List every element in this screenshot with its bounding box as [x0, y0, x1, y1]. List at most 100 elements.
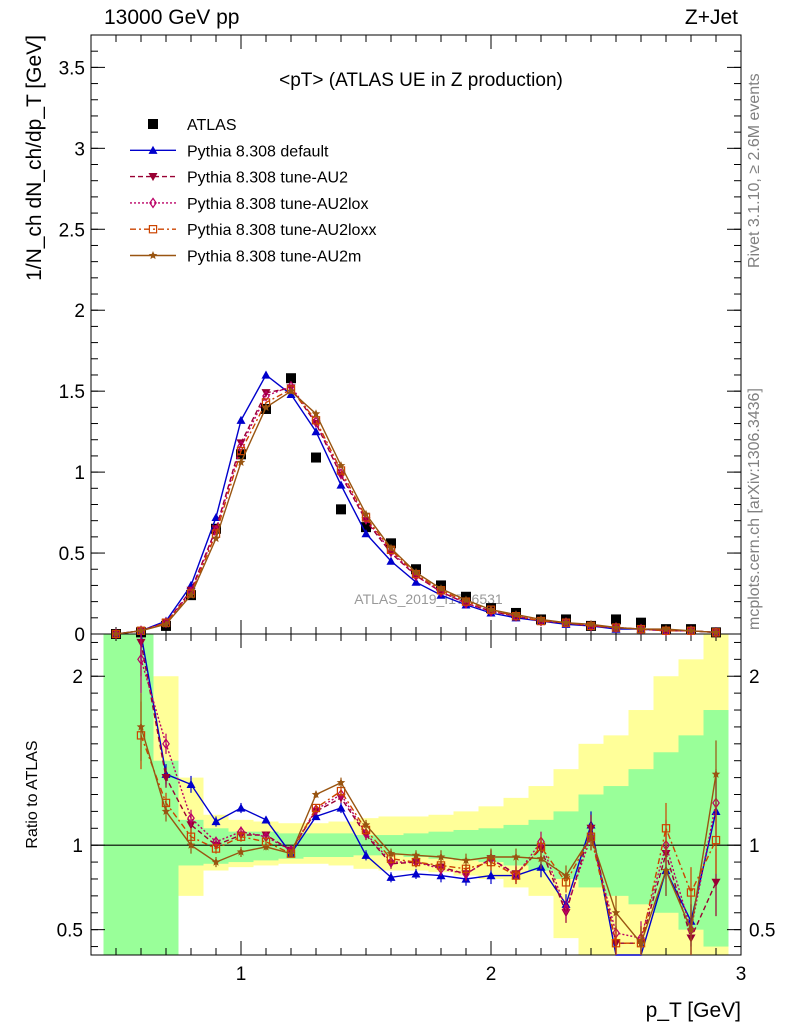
- ratio-point: [486, 871, 496, 880]
- legend-label: Pythia 8.308 default: [187, 143, 329, 160]
- data-point: [361, 509, 371, 518]
- data-point: [611, 614, 621, 625]
- data-point: [286, 373, 296, 384]
- ratio-point: [211, 857, 221, 866]
- main-y-axis: 0 0.5 1 1.5 2 2.5 3 3.5: [59, 34, 741, 646]
- ratio-point: [536, 854, 546, 863]
- legend-marker: [148, 251, 158, 260]
- green-band-bin: [153, 760, 179, 955]
- ratio-point: [636, 938, 646, 947]
- series-5: [111, 386, 721, 638]
- data-point: [386, 543, 396, 552]
- ratio-point: [686, 925, 696, 934]
- main-series: [111, 370, 721, 640]
- ratio-y-tick-label-right: 0.5: [749, 921, 775, 942]
- ratio-point: [411, 850, 421, 859]
- legend-entry: Pythia 8.308 default: [130, 143, 329, 160]
- y-tick-label: 3: [74, 139, 85, 160]
- ratio-y-tick-label: 2: [72, 667, 83, 688]
- ratio-line: [140, 659, 717, 939]
- y-tick-label: 1.5: [59, 382, 85, 403]
- ratio-point: [136, 722, 146, 731]
- ratio-series: [136, 633, 721, 956]
- data-point: [261, 370, 271, 379]
- ratio-point: [511, 871, 521, 880]
- legend-entry: ATLAS: [148, 117, 237, 134]
- ratio-point: [186, 840, 196, 849]
- ratio-y-axis-label: Ratio to ATLAS: [24, 740, 41, 848]
- ratio-point: [461, 855, 471, 864]
- data-point: [211, 525, 221, 534]
- ratio-point: [611, 938, 621, 948]
- data-point: [711, 627, 721, 636]
- ratio-point: [661, 866, 671, 875]
- header-right: Z+Jet: [684, 6, 738, 29]
- ratio-point: [437, 863, 445, 875]
- green-band-bin: [103, 634, 129, 955]
- ratio-point: [361, 850, 371, 859]
- legend: ATLAS Pythia 8.308 default Pythia 8.308 tu…: [130, 117, 376, 266]
- ratio-point: [337, 788, 345, 801]
- data-point: [311, 452, 321, 463]
- data-point: [386, 538, 396, 549]
- green-band-bin: [603, 786, 629, 896]
- ratio-point: [586, 832, 596, 841]
- main-plot-title: <pT> (ATLAS UE in Z production): [279, 70, 563, 91]
- data-point: [636, 617, 646, 628]
- ratio-point: [211, 844, 221, 853]
- legend-label: Pythia 8.308 tune-AU2lox: [187, 196, 368, 213]
- ratio-point: [236, 803, 246, 812]
- ratio-y-tick-label: 1: [72, 836, 83, 857]
- data-point: [312, 416, 320, 428]
- ratio-point: [261, 815, 271, 824]
- mcplots-label: mcplots.cern.ch [arXiv:1306.3436]: [746, 388, 763, 630]
- data-point: [511, 610, 521, 619]
- ratio-point: [511, 852, 521, 861]
- ratio-point: [186, 779, 196, 788]
- data-point: [636, 624, 646, 633]
- ratio-point: [161, 806, 171, 815]
- ratio-point: [711, 769, 721, 778]
- green-band-bin: [628, 769, 654, 905]
- ratio-point: [561, 871, 571, 880]
- y-tick-label: 0: [74, 625, 85, 646]
- data-point: [361, 522, 371, 533]
- ratio-point: [336, 778, 346, 787]
- x-tick-label: 2: [486, 964, 497, 985]
- x-tick-label: 3: [736, 964, 747, 985]
- data-point: [186, 590, 196, 599]
- data-point: [561, 618, 571, 627]
- legend-label: Pythia 8.308 tune-AU2: [187, 170, 348, 187]
- data-point: [436, 584, 446, 593]
- ratio-y-tick-label: 0.5: [57, 921, 83, 942]
- ratio-point: [711, 878, 721, 887]
- ratio-point: [711, 835, 721, 845]
- ratio-point: [562, 903, 570, 915]
- data-point: [161, 619, 171, 628]
- data-point: [336, 480, 346, 489]
- analysis-watermark: ATLAS_2019_I1736531: [354, 591, 503, 607]
- ratio-point: [386, 872, 396, 881]
- ratio-y-tick-label-right: 2: [749, 667, 760, 688]
- legend-entry: Pythia 8.308 tune-AU2loxx: [130, 222, 376, 239]
- ratio-point: [161, 774, 171, 783]
- data-point: [261, 389, 271, 398]
- data-point: [461, 595, 471, 604]
- ratio-point: [411, 869, 421, 878]
- data-point: [336, 504, 346, 515]
- legend-label: ATLAS: [187, 117, 237, 134]
- x-axis-label: p_T [GeV]: [646, 999, 741, 1022]
- data-point: [136, 626, 146, 635]
- data-point: [337, 468, 345, 480]
- legend-entry: Pythia 8.308 tune-AU2m: [130, 249, 361, 266]
- ratio-point: [236, 847, 246, 856]
- data-point: [611, 623, 621, 632]
- data-point: [661, 624, 671, 633]
- y-tick-label: 2.5: [59, 220, 85, 241]
- data-point: [111, 629, 121, 638]
- ratio-point: [436, 852, 446, 861]
- data-point: [361, 529, 371, 538]
- data-point: [261, 402, 271, 411]
